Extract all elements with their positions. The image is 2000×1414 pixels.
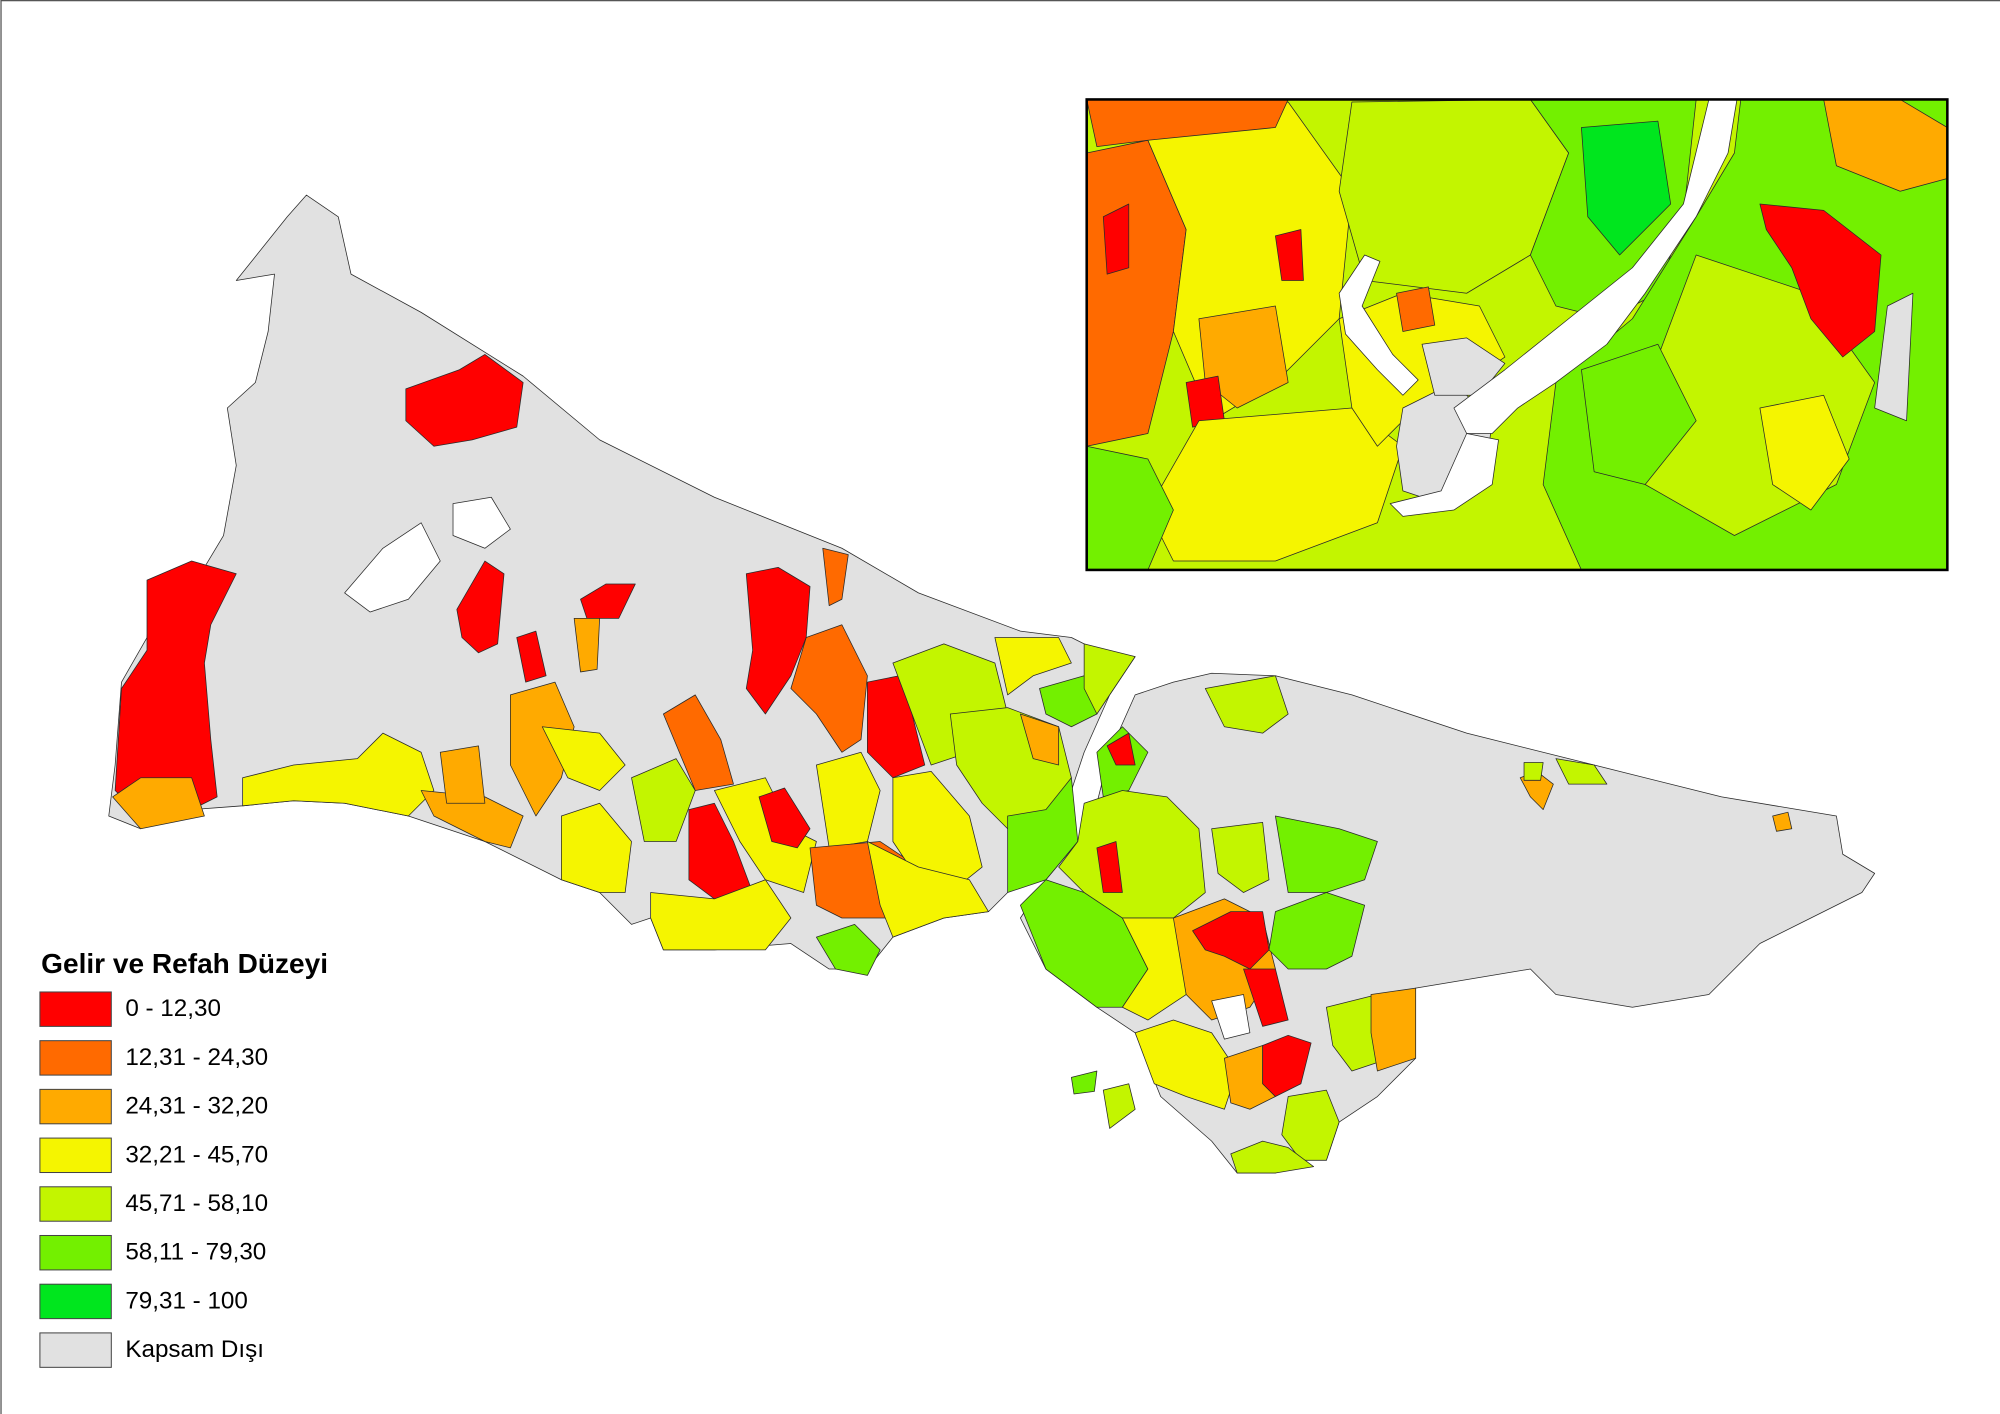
region — [1243, 968, 1289, 1027]
region — [541, 726, 626, 791]
region — [1396, 286, 1436, 332]
region — [242, 732, 435, 817]
region — [456, 560, 505, 654]
legend-swatch — [39, 1040, 112, 1076]
region — [510, 681, 575, 817]
region — [816, 751, 881, 849]
legend-label: 32,21 - 45,70 — [125, 1141, 268, 1168]
legend-label: 58,11 - 79,30 — [125, 1239, 266, 1266]
region — [114, 560, 237, 817]
region — [1268, 892, 1366, 970]
region — [1555, 758, 1608, 785]
region — [1230, 1140, 1315, 1174]
region — [405, 354, 524, 447]
region — [1581, 343, 1697, 485]
legend-title: Gelir ve Refah Düzeyi — [41, 948, 328, 979]
region — [1581, 120, 1672, 256]
region — [516, 630, 547, 683]
legend-swatch — [39, 1088, 112, 1125]
inset-map — [1086, 99, 1948, 570]
region — [867, 841, 989, 938]
region — [1192, 911, 1270, 970]
region — [1071, 1070, 1098, 1095]
region — [822, 547, 849, 607]
region — [1083, 643, 1136, 715]
legend-swatch — [39, 1137, 112, 1174]
legend-swatch — [39, 991, 112, 1027]
districts — [112, 354, 1793, 1174]
region — [1086, 445, 1174, 570]
region — [994, 637, 1072, 696]
region — [1102, 1083, 1136, 1129]
region — [816, 924, 881, 976]
region — [1262, 1034, 1312, 1097]
legend-label: 0 - 12,30 — [125, 995, 221, 1022]
main-map — [108, 194, 1876, 1174]
region — [1211, 822, 1270, 893]
region — [1096, 841, 1123, 893]
legend: Gelir ve Refah Düzeyi 0 - 12,30 12,31 - 2… — [39, 948, 328, 1368]
region — [1198, 305, 1289, 409]
region — [1759, 394, 1850, 511]
region — [112, 777, 205, 830]
legend-label: 12,31 - 24,30 — [125, 1044, 268, 1071]
region — [1106, 732, 1136, 766]
region — [631, 758, 696, 842]
legend-label: 45,71 - 58,10 — [125, 1190, 268, 1217]
region — [1823, 99, 1948, 192]
region — [439, 745, 486, 804]
region — [1759, 203, 1882, 358]
region — [561, 802, 632, 893]
reservoir — [1211, 994, 1251, 1040]
reservoir — [344, 522, 441, 613]
region — [420, 790, 524, 849]
region — [1281, 1089, 1340, 1161]
region — [714, 777, 817, 893]
region — [1370, 987, 1417, 1072]
legend-swatch — [39, 1283, 112, 1320]
region — [650, 879, 792, 951]
region — [1204, 675, 1289, 734]
legend-swatch — [39, 1186, 112, 1222]
inset-frame — [1085, 98, 1949, 572]
region — [573, 618, 601, 673]
legend-label: 79,31 - 100 — [125, 1287, 248, 1314]
region — [580, 583, 636, 619]
legend-label: Kapsam Dışı — [125, 1336, 264, 1363]
region — [1086, 99, 1289, 148]
region — [1874, 292, 1914, 422]
region — [790, 624, 868, 753]
legend-swatch — [39, 1332, 112, 1368]
legend-label: 24,31 - 32,20 — [125, 1093, 268, 1120]
legend-swatch — [39, 1234, 112, 1271]
region — [758, 787, 811, 849]
region — [663, 694, 734, 791]
region — [745, 567, 811, 715]
region — [1772, 811, 1793, 832]
region — [1020, 713, 1060, 766]
region — [1039, 675, 1098, 728]
region — [1523, 762, 1544, 781]
region — [1275, 815, 1378, 893]
region — [1102, 203, 1130, 275]
reservoir — [452, 496, 511, 549]
region — [1275, 229, 1304, 281]
